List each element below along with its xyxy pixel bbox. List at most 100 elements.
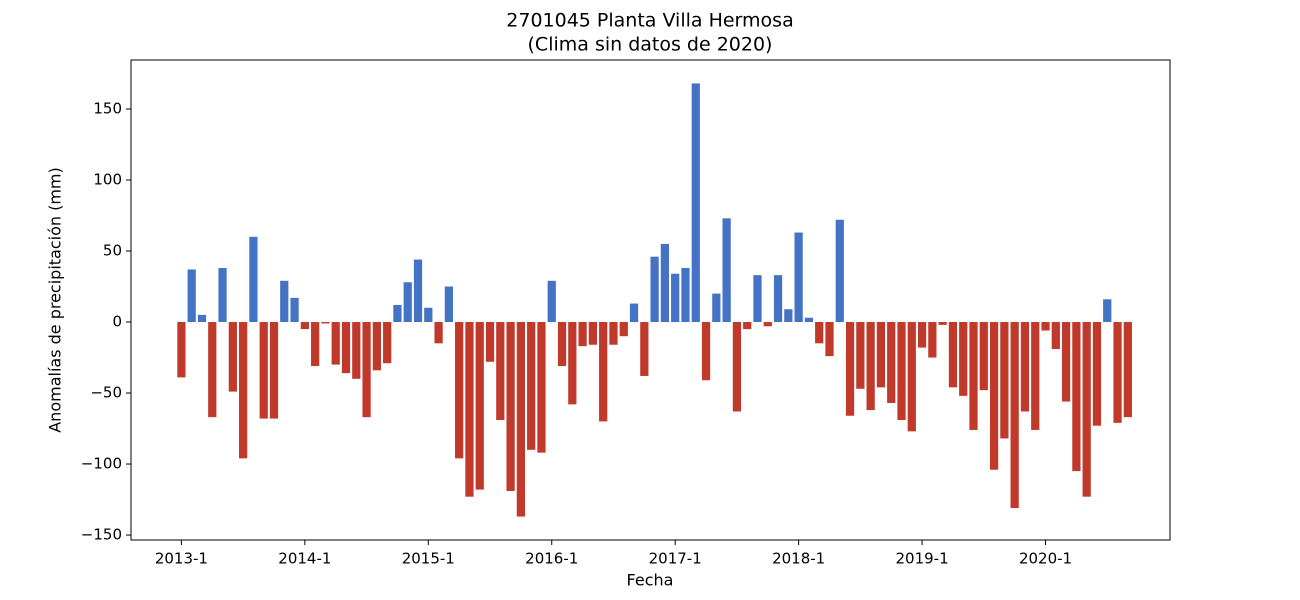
bar (928, 322, 937, 358)
bar (259, 322, 268, 419)
bar (228, 322, 237, 392)
bar (732, 322, 742, 412)
y-tick-label: 150 (93, 99, 122, 117)
bar (989, 322, 999, 470)
bar (1010, 322, 1019, 509)
y-axis-label: Anomalías de precipitación (mm) (46, 167, 65, 433)
bar (660, 243, 670, 323)
bar (1000, 322, 1009, 439)
bar (804, 317, 814, 323)
bar (691, 83, 700, 323)
bar (619, 322, 628, 337)
bar (948, 322, 958, 388)
bar (835, 219, 844, 323)
bar (712, 293, 721, 323)
bar (434, 322, 443, 344)
bar (794, 232, 803, 323)
bar (496, 322, 505, 420)
bar (640, 322, 649, 376)
bar (403, 282, 412, 323)
y-tick-label: 0 (112, 313, 122, 331)
bar (722, 218, 731, 323)
x-tick-label: 2020-1 (1019, 550, 1072, 568)
bar (321, 322, 330, 324)
bar (825, 322, 834, 357)
bar (815, 322, 824, 344)
bar (197, 314, 207, 323)
x-tick-label: 2017-1 (649, 550, 702, 568)
bar (578, 322, 587, 347)
bar (876, 322, 886, 388)
x-axis-label: Fecha (627, 571, 674, 590)
bar (1020, 322, 1030, 412)
bar (527, 322, 536, 450)
bar (907, 322, 916, 432)
bar (475, 322, 484, 490)
bar (1092, 322, 1102, 426)
x-tick-label: 2019-1 (896, 550, 949, 568)
bar (650, 256, 659, 323)
bar (681, 268, 690, 323)
bar (784, 309, 793, 323)
bar (1072, 322, 1081, 472)
bar (1031, 322, 1040, 430)
bar (362, 322, 371, 418)
bar (969, 322, 978, 430)
bar (917, 322, 927, 348)
bar (547, 280, 556, 323)
x-tick-label: 2016-1 (525, 550, 578, 568)
bar (537, 322, 546, 453)
bar (516, 322, 525, 517)
bar (506, 322, 515, 492)
bar (938, 322, 947, 325)
bar (372, 322, 381, 371)
bar (557, 322, 567, 367)
bar (208, 322, 217, 418)
y-tick-label: −150 (81, 526, 122, 544)
bar (1082, 322, 1091, 497)
bar (701, 322, 711, 381)
bar (1123, 322, 1132, 418)
bar (413, 259, 423, 323)
chart-subtitle: (Clima sin datos de 2020) (528, 34, 773, 56)
bar (568, 322, 577, 405)
bar (341, 322, 351, 374)
bar (280, 280, 289, 323)
bar (763, 322, 772, 327)
bar (671, 273, 680, 323)
bar (979, 322, 988, 391)
bar (383, 322, 392, 364)
bar (588, 322, 598, 345)
bar (393, 304, 402, 323)
y-tick-label: 50 (103, 242, 122, 260)
bar (629, 303, 639, 323)
y-tick-label: −100 (81, 455, 122, 473)
bar (455, 322, 464, 459)
x-tick-label: 2015-1 (402, 550, 455, 568)
plot-frame (130, 59, 1171, 541)
bar (177, 322, 186, 378)
bar (465, 322, 474, 497)
x-tick-label: 2018-1 (772, 550, 825, 568)
x-tick-label: 2014-1 (278, 550, 331, 568)
bar (609, 322, 618, 345)
bar (485, 322, 495, 362)
bar (239, 322, 248, 459)
x-tick-label: 2013-1 (155, 550, 208, 568)
bar (959, 322, 968, 396)
bar (1051, 322, 1060, 349)
bar (897, 322, 906, 420)
bar (218, 268, 227, 323)
bar (187, 269, 196, 323)
bar (444, 286, 453, 323)
bar (311, 322, 320, 367)
bar (300, 322, 309, 330)
bar (866, 322, 875, 411)
bar (1103, 299, 1112, 323)
bar (424, 307, 433, 323)
bar (845, 322, 855, 416)
bar (249, 236, 258, 323)
bar (352, 322, 361, 379)
bar (269, 322, 279, 419)
bar (290, 297, 299, 323)
